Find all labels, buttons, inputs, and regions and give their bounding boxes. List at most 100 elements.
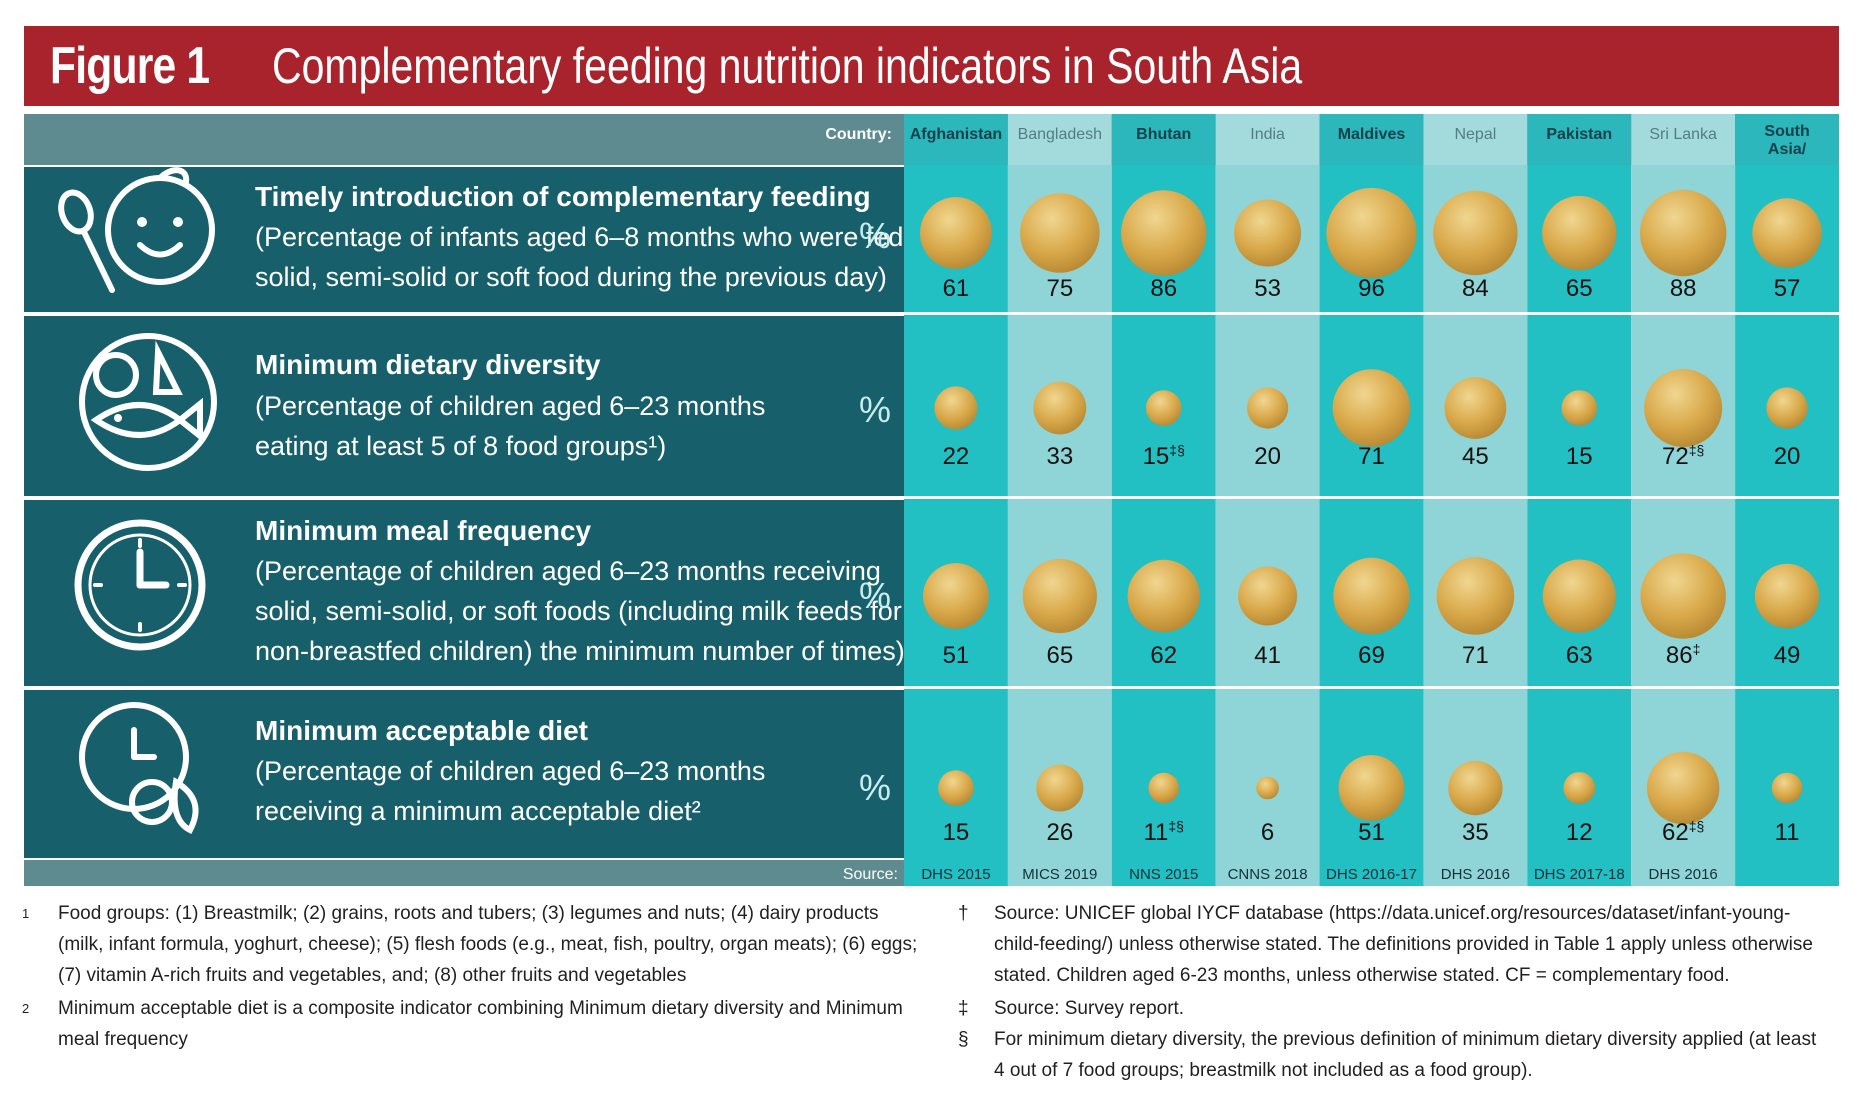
indicator-description-1: eating at least 5 of 8 food groups¹)	[255, 431, 666, 461]
source-cell	[1111, 860, 1216, 886]
footnote-text: Minimum acceptable diet is a composite i…	[58, 998, 903, 1050]
indicator-description-1: (Percentage of children aged 6–23 months	[255, 391, 765, 421]
indicator-title-2: Minimum meal frequency	[255, 515, 592, 546]
source-cell	[1735, 860, 1839, 886]
footnote-marker: ‡	[958, 998, 969, 1019]
source-cell	[904, 860, 1008, 886]
value-bubble	[934, 386, 978, 430]
country-header-cell	[1319, 114, 1424, 165]
value-bubble	[1542, 559, 1616, 633]
footnote-2: 2 Minimum acceptable diet is a composite…	[22, 993, 922, 1055]
value-bubble	[1644, 369, 1723, 447]
country-header-cell	[1215, 114, 1320, 165]
value-label: 20	[1254, 443, 1281, 470]
value-label: 86	[1150, 275, 1177, 302]
value-label: 20	[1774, 443, 1801, 470]
value-bubble	[1121, 190, 1207, 276]
value-bubble	[1234, 199, 1302, 267]
indicator-description-2: solid, semi-solid, or soft foods (includ…	[255, 596, 902, 626]
value-bubble	[1238, 566, 1298, 626]
value-bubble	[1326, 187, 1417, 279]
source-text-6: DHS 2017-18	[1534, 866, 1625, 883]
value-label: 11‡§	[1143, 818, 1184, 846]
clock-icon	[74, 519, 206, 651]
source-cell	[1215, 860, 1320, 886]
indicator-description-3: (Percentage of children aged 6–23 months	[255, 756, 765, 786]
value-label: 84	[1462, 275, 1489, 302]
value-bubble	[1433, 190, 1518, 276]
value-bubble	[1022, 558, 1097, 634]
country-label-1: Bangladesh	[1018, 126, 1103, 143]
country-label-8: South	[1764, 123, 1809, 140]
footnote-text: Source: UNICEF global IYCF database (htt…	[994, 903, 1813, 986]
value-bubble	[1020, 193, 1100, 273]
country-label-2: Bhutan	[1136, 126, 1191, 143]
country-label: Country:	[825, 126, 892, 143]
footnote-marker: †	[958, 903, 969, 924]
footnote-text: Food groups: (1) Breastmilk; (2) grains,…	[58, 903, 918, 986]
value-bubble	[938, 770, 974, 806]
value-label: 61	[943, 275, 970, 302]
value-bubble	[1127, 559, 1200, 633]
value-bubble	[1542, 195, 1617, 271]
source-text-7: DHS 2016	[1649, 866, 1718, 883]
value-bubble	[1640, 553, 1726, 639]
footnote-section: § For minimum dietary diversity, the pre…	[958, 1024, 1828, 1086]
value-label: 53	[1254, 275, 1281, 302]
value-bubble	[1333, 557, 1410, 635]
figure-title: Complementary feeding nutrition indicato…	[272, 38, 1303, 94]
value-label: 51	[1358, 819, 1385, 846]
value-bubble	[1444, 377, 1507, 439]
value-bubble	[1563, 772, 1596, 804]
value-bubble	[1561, 390, 1598, 426]
row-separator	[24, 686, 1839, 689]
source-cell	[1423, 860, 1528, 886]
value-label: 72‡§	[1662, 442, 1704, 470]
percent-unit-1: %	[859, 389, 891, 430]
value-label: 62	[1150, 642, 1177, 669]
source-cell	[1007, 860, 1112, 886]
value-label: 75	[1046, 275, 1073, 302]
value-label: 11	[1775, 819, 1800, 846]
food-groups-icon	[79, 333, 217, 471]
footnote-text: For minimum dietary diversity, the previ…	[994, 1029, 1817, 1081]
indicator-description-2: non-breastfed children) the minimum numb…	[255, 636, 905, 666]
value-bubble	[1338, 755, 1405, 821]
value-label: 45	[1462, 443, 1489, 470]
value-label: 62‡§	[1662, 818, 1704, 846]
country-header-cell	[1007, 114, 1112, 165]
value-label: 26	[1046, 819, 1073, 846]
footnote-marker: 1	[22, 906, 30, 921]
country-header-cell	[1527, 114, 1632, 165]
row-separator	[24, 312, 1839, 315]
value-bubble	[1145, 390, 1182, 426]
indicator-title-0: Timely introduction of complementary fee…	[255, 181, 871, 212]
value-label: 15	[1566, 443, 1593, 470]
value-label: 12	[1566, 819, 1593, 846]
value-label: 49	[1774, 642, 1801, 669]
country-label-3: India	[1250, 126, 1285, 143]
value-label: 69	[1358, 642, 1385, 669]
source-cell	[1319, 860, 1424, 886]
value-label: 51	[943, 642, 970, 669]
footnote-double-dagger: ‡ Source: Survey report.	[958, 993, 1828, 1024]
value-bubble	[923, 563, 989, 629]
country-header-cell	[1631, 114, 1736, 165]
value-bubble	[1754, 563, 1820, 629]
source-text-2: NNS 2015	[1129, 866, 1198, 883]
source-cell	[1631, 860, 1736, 886]
value-label: 65	[1046, 642, 1073, 669]
value-bubble	[1148, 772, 1180, 804]
figure-label: Figure 1	[50, 37, 210, 95]
value-bubble	[1639, 189, 1727, 277]
value-label: 33	[1046, 443, 1073, 470]
value-label: 86‡	[1666, 641, 1701, 669]
indicator-description-3: receiving a minimum acceptable diet²	[255, 796, 701, 826]
value-label: 63	[1566, 642, 1593, 669]
source-text-5: DHS 2016	[1441, 866, 1510, 883]
indicator-title-1: Minimum dietary diversity	[255, 349, 601, 380]
country-header-cell	[904, 114, 1008, 165]
percent-unit-0: %	[859, 215, 891, 256]
value-label: 6	[1261, 819, 1274, 846]
country-header-cell	[1111, 114, 1216, 165]
